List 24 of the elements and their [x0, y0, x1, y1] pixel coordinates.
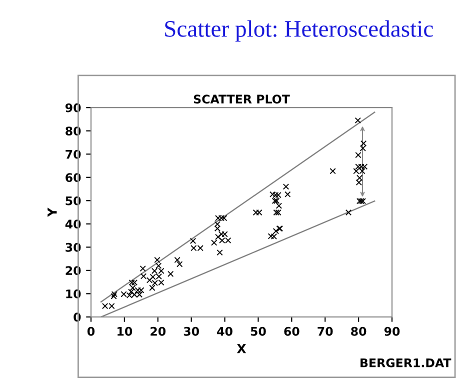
y-tick-label: 70 [66, 150, 81, 159]
x-tick-label: 20 [150, 326, 166, 336]
chart-title: SCATTER PLOT [194, 94, 290, 104]
y-axis-title: Y [48, 208, 57, 217]
x-tick-label: 30 [184, 326, 199, 336]
x-tick-label: 10 [118, 326, 132, 336]
y-tick-label: 90 [65, 103, 81, 112]
chart-subtitle: Scatter plot: Heteroscedastic [165, 20, 433, 42]
x-axis-title: X [236, 344, 246, 354]
x-tick-label: 80 [351, 326, 366, 336]
y-tick-label: 60 [66, 173, 81, 182]
text: BERGER1.DAT [360, 358, 452, 368]
x-tick-label: 40 [217, 326, 232, 336]
y-tick-label: 50 [66, 196, 81, 206]
y-tick-label: 10 [66, 289, 81, 298]
x-tick-label: 0 [87, 326, 95, 336]
x-tick-label: 70 [318, 326, 333, 336]
x-tick-label: 90 [384, 326, 400, 336]
y-tick-label: 20 [66, 266, 81, 276]
y-tick-label: 30 [66, 242, 81, 252]
x-tick-label: 60 [284, 326, 300, 336]
x-tick-label: 50 [250, 326, 266, 336]
y-tick-label: 40 [65, 220, 81, 229]
y-tick-label: 80 [66, 126, 81, 136]
